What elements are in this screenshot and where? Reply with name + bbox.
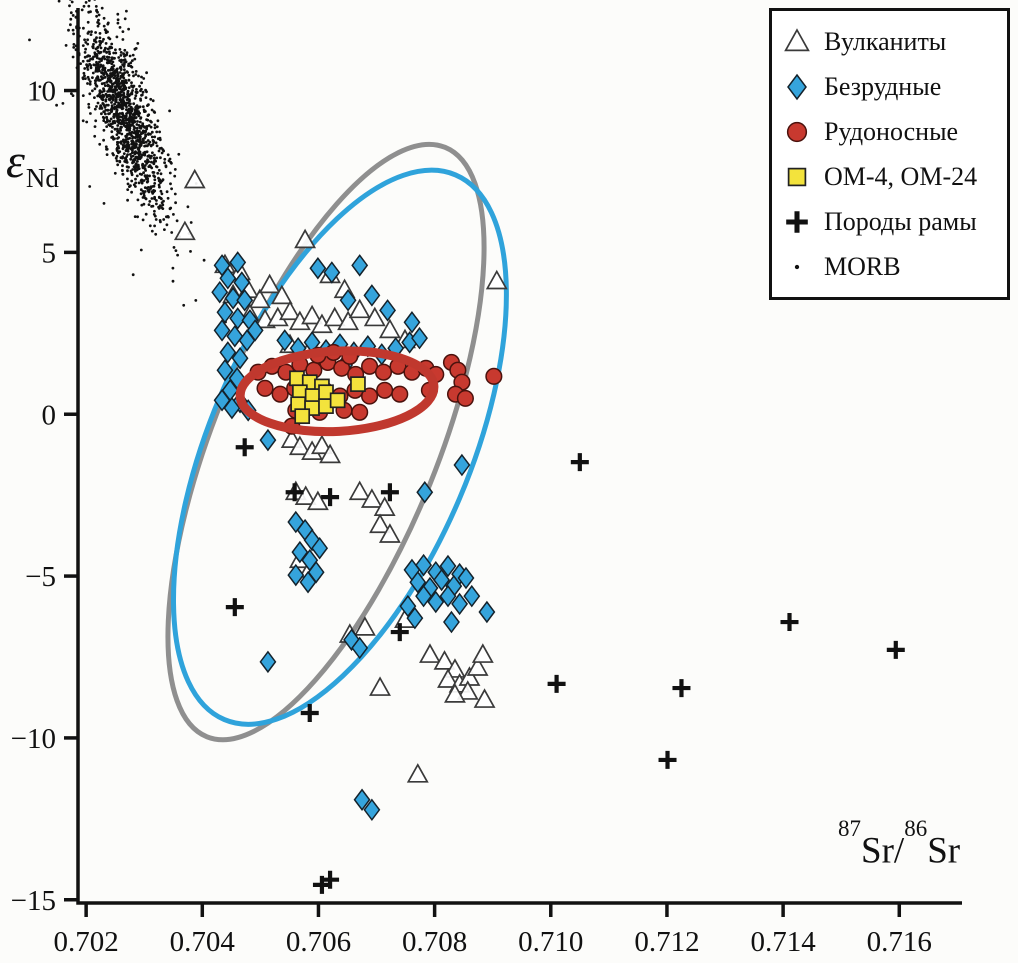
legend-item-square: ОМ-4, ОМ-24: [778, 154, 1001, 199]
x-tick-label: 0.712: [634, 926, 699, 958]
series-volcanics: [173, 168, 508, 783]
epsilon-subscript: Nd: [25, 163, 59, 194]
y-tick-label: 0: [42, 399, 57, 431]
legend-item-diamond: Безрудные: [778, 64, 1001, 109]
legend-item-dot: MORB: [778, 244, 1001, 289]
x-tick-label: 0.710: [518, 926, 583, 958]
ellipse-blue-field: [170, 167, 509, 727]
y-tick-label: 10: [27, 76, 56, 108]
x-tick-label: 0.704: [170, 926, 236, 958]
legend-label: Породы рамы: [824, 206, 977, 236]
dot-marker-icon: [794, 264, 800, 269]
x-tick-label: 0.702: [54, 926, 119, 958]
y-tick-label: −10: [11, 723, 56, 755]
ellipse-red-field: [235, 346, 439, 437]
y-tick-label: −15: [11, 885, 56, 917]
x-label-sup-87: 87: [838, 816, 861, 841]
series-barren: [211, 251, 496, 822]
legend-label: Вулканиты: [824, 26, 947, 56]
legend-label: Рудоносные: [824, 116, 959, 146]
diamond-marker-icon: [787, 73, 807, 100]
y-tick-label: −5: [25, 561, 56, 593]
x-label-sup-86: 86: [904, 816, 928, 841]
x-axis-label: 87Sr/86Sr: [838, 817, 961, 872]
series-morb: [28, 0, 242, 396]
legend-label: MORB: [824, 251, 901, 281]
circle-marker-icon: [786, 121, 808, 142]
series-om-samples: [289, 370, 366, 425]
x-tick-label: 0.706: [286, 926, 351, 958]
legend-label: ОМ-4, ОМ-24: [824, 161, 978, 191]
x-tick-label: 0.714: [750, 926, 816, 958]
triangle-marker-icon: [784, 27, 810, 51]
legend-item-cross: Породы рамы: [778, 199, 1001, 244]
epsilon-symbol: ε: [6, 135, 25, 188]
legend-item-circle: Рудоносные: [778, 109, 1001, 154]
legend: Вулканиты Безрудные Рудоносные ОМ-4, ОМ-24 П…: [769, 8, 1010, 300]
x-tick-label: 0.716: [867, 926, 932, 958]
x-tick-label: 0.708: [402, 926, 467, 958]
y-tick-label: 5: [42, 238, 57, 270]
legend-item-triangle: Вулканиты: [778, 19, 1001, 64]
cross-marker-icon: [786, 210, 808, 233]
square-marker-icon: [787, 167, 807, 186]
legend-label: Безрудные: [824, 71, 942, 101]
x-label-base-sr: Sr/: [861, 830, 905, 872]
x-label-base-sr2: Sr: [927, 830, 961, 872]
y-axis-label: εNd: [6, 135, 59, 192]
axes: −15 −10 −5 0 5 10 0.702 0.704 0.706 0.708 0.710 0.7…: [11, 8, 962, 958]
series-host-rocks: [225, 438, 905, 894]
